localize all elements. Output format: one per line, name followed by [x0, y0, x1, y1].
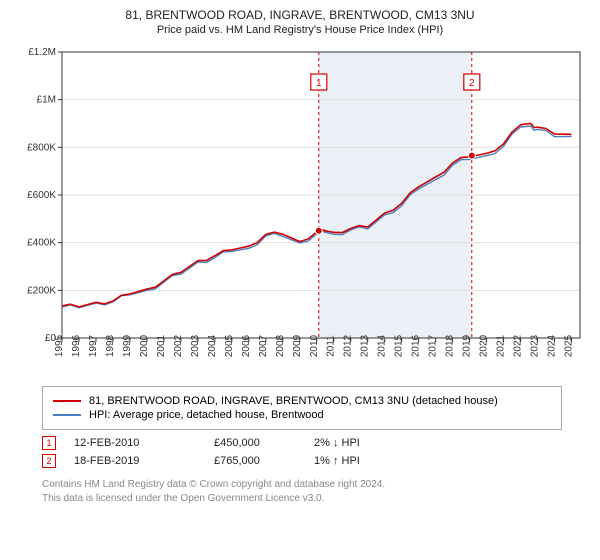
legend-label: HPI: Average price, detached house, Bren…	[89, 409, 324, 421]
legend-item: 81, BRENTWOOD ROAD, INGRAVE, BRENTWOOD, …	[53, 395, 551, 407]
datapoint-row: 2 18-FEB-2019 £765,000 1% ↑ HPI	[42, 454, 588, 468]
chart-area: £0£200K£400K£600K£800K£1M£1.2M1995199619…	[12, 42, 588, 378]
datapoint-date: 12-FEB-2010	[74, 437, 214, 449]
chart-title: 81, BRENTWOOD ROAD, INGRAVE, BRENTWOOD, …	[12, 8, 588, 22]
footer-line: Contains HM Land Registry data © Crown c…	[42, 478, 588, 492]
datapoint-price: £450,000	[214, 437, 314, 449]
datapoint-price: £765,000	[214, 455, 314, 467]
svg-text:£1.2M: £1.2M	[28, 47, 56, 58]
footer: Contains HM Land Registry data © Crown c…	[42, 478, 588, 506]
line-chart: £0£200K£400K£600K£800K£1M£1.2M1995199619…	[12, 42, 588, 378]
legend-label: 81, BRENTWOOD ROAD, INGRAVE, BRENTWOOD, …	[89, 395, 498, 407]
datapoint-delta: 1% ↑ HPI	[314, 455, 360, 467]
legend-swatch	[53, 414, 81, 416]
datapoint-delta: 2% ↓ HPI	[314, 437, 360, 449]
svg-text:£1M: £1M	[37, 95, 56, 106]
marker-icon: 1	[42, 436, 56, 450]
svg-text:£200K: £200K	[27, 285, 56, 296]
legend-item: HPI: Average price, detached house, Bren…	[53, 409, 551, 421]
datapoint-table: 1 12-FEB-2010 £450,000 2% ↓ HPI 2 18-FEB…	[42, 436, 588, 468]
svg-text:£400K: £400K	[27, 238, 56, 249]
svg-text:£600K: £600K	[27, 190, 56, 201]
datapoint-row: 1 12-FEB-2010 £450,000 2% ↓ HPI	[42, 436, 588, 450]
legend: 81, BRENTWOOD ROAD, INGRAVE, BRENTWOOD, …	[42, 386, 562, 430]
svg-text:2: 2	[469, 78, 475, 89]
datapoint-date: 18-FEB-2019	[74, 455, 214, 467]
marker-icon: 2	[42, 454, 56, 468]
chart-subtitle: Price paid vs. HM Land Registry's House …	[12, 24, 588, 36]
legend-swatch	[53, 400, 81, 402]
footer-line: This data is licensed under the Open Gov…	[42, 492, 588, 506]
svg-text:£800K: £800K	[27, 142, 56, 153]
svg-text:1: 1	[316, 78, 322, 89]
